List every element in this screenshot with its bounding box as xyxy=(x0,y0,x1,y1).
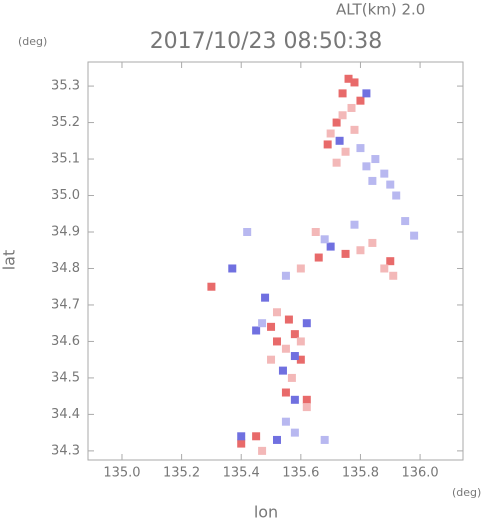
data-cell xyxy=(272,435,281,444)
x-unit: (deg) xyxy=(452,486,481,499)
y-tick-label: 35.0 xyxy=(51,188,80,203)
chart-title: 2017/10/23 08:50:38 xyxy=(150,29,383,54)
data-cell xyxy=(386,180,395,189)
data-cell xyxy=(368,176,377,185)
data-cell xyxy=(314,253,323,262)
data-cell xyxy=(350,220,359,229)
data-cell xyxy=(356,144,365,153)
plot-frame xyxy=(87,61,464,461)
data-cell xyxy=(278,366,287,375)
header: ALT(km) 2.0 xyxy=(336,1,425,19)
data-cell xyxy=(267,355,276,364)
data-cell xyxy=(311,227,320,236)
y-tick-label: 35.3 xyxy=(51,79,80,94)
data-cell xyxy=(341,147,350,156)
data-cell xyxy=(207,282,216,291)
data-cell xyxy=(261,293,270,302)
data-cell xyxy=(368,238,377,247)
data-cell xyxy=(326,129,335,138)
data-cell xyxy=(302,319,311,328)
data-cell xyxy=(356,96,365,105)
data-cell xyxy=(338,89,347,98)
y-tick-label: 34.5 xyxy=(51,370,80,385)
data-cell xyxy=(344,74,353,83)
y-tick-label: 34.9 xyxy=(51,224,80,239)
data-cell xyxy=(296,264,305,273)
data-cell xyxy=(350,125,359,134)
data-cell xyxy=(401,217,410,226)
data-cell xyxy=(290,330,299,339)
y-tick-label: 34.6 xyxy=(51,334,80,349)
data-cell xyxy=(290,352,299,361)
data-cell xyxy=(410,231,419,240)
y-tick-label: 34.7 xyxy=(51,297,80,312)
data-cell xyxy=(302,395,311,404)
data-cell xyxy=(228,264,237,273)
data-cell xyxy=(290,428,299,437)
data-cell xyxy=(237,432,246,441)
data-cell xyxy=(332,118,341,127)
data-cell xyxy=(252,326,261,335)
data-cell xyxy=(380,169,389,178)
data-cell xyxy=(341,249,350,258)
x-tick-label: 135.6 xyxy=(282,466,319,481)
data-cell xyxy=(267,322,276,331)
x-tick-label: 135.8 xyxy=(342,466,379,481)
data-cell xyxy=(296,337,305,346)
y-unit: (deg) xyxy=(18,35,47,48)
data-cell xyxy=(356,246,365,255)
data-cell xyxy=(252,432,261,441)
y-tick-label: 35.1 xyxy=(51,152,80,167)
data-cell xyxy=(392,191,401,200)
y-tick-label: 34.3 xyxy=(51,443,80,458)
data-cell xyxy=(272,308,281,317)
data-cell xyxy=(347,103,356,112)
data-cell xyxy=(362,162,371,171)
data-cell xyxy=(296,355,305,364)
data-cell xyxy=(281,344,290,353)
data-cell xyxy=(362,89,371,98)
x-tick-label: 135.2 xyxy=(163,466,200,481)
data-cell xyxy=(320,235,329,244)
data-cell xyxy=(243,227,252,236)
data-cell xyxy=(326,242,335,251)
x-tick-label: 136.0 xyxy=(401,466,438,481)
data-cell xyxy=(371,155,380,164)
data-cell xyxy=(323,140,332,149)
data-cell xyxy=(281,271,290,280)
data-cell xyxy=(386,257,395,266)
data-cell xyxy=(335,136,344,145)
data-cell xyxy=(272,337,281,346)
data-cell xyxy=(380,264,389,273)
data-cell xyxy=(290,395,299,404)
data-cell xyxy=(302,403,311,412)
x-tick-label: 135.4 xyxy=(223,466,260,481)
data-cell xyxy=(237,439,246,448)
data-cell xyxy=(258,319,267,328)
y-tick-label: 34.8 xyxy=(51,261,80,276)
data-cell xyxy=(332,158,341,167)
y-tick-label: 34.4 xyxy=(51,407,80,422)
y-tick-label: 35.2 xyxy=(51,115,80,130)
data-cell xyxy=(284,315,293,324)
data-cell xyxy=(320,435,329,444)
x-axis-label: lon xyxy=(254,503,278,521)
data-cell xyxy=(389,271,398,280)
data-cell xyxy=(281,417,290,426)
y-axis-label: lat xyxy=(0,250,19,271)
data-cell xyxy=(350,78,359,87)
x-tick-label: 135.0 xyxy=(103,466,140,481)
data-cell xyxy=(287,373,296,382)
data-cell xyxy=(338,111,347,120)
data-cell xyxy=(258,446,267,455)
data-cell xyxy=(281,388,290,397)
